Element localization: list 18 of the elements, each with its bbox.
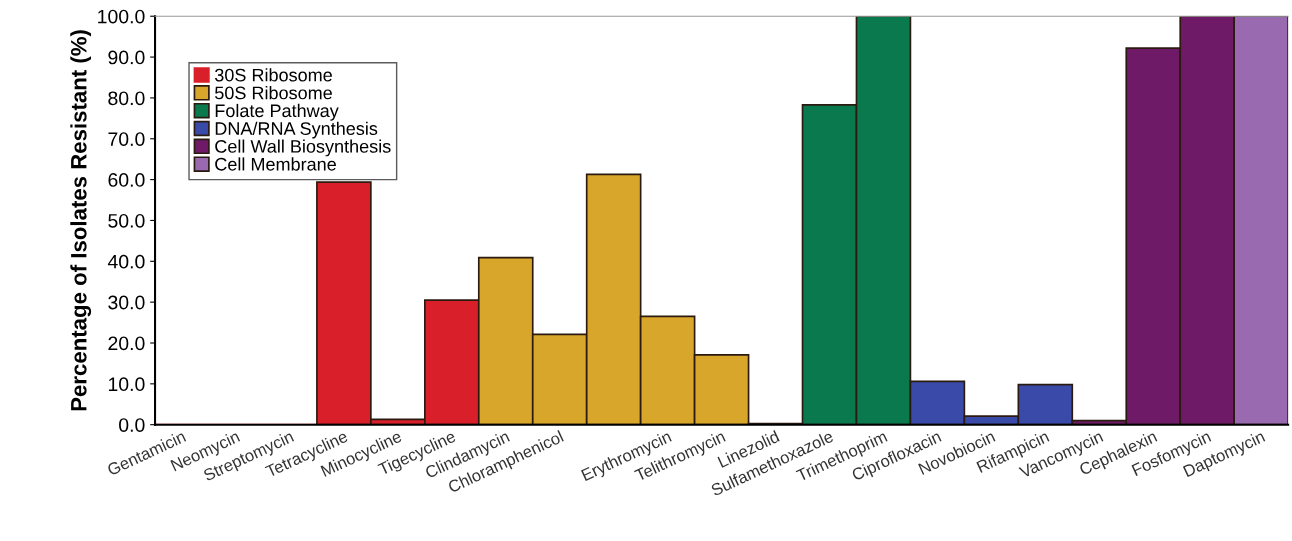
legend-label: 50S Ribosome bbox=[215, 86, 332, 100]
y-tick-label: 20.0 bbox=[108, 336, 145, 351]
y-tick-label: 100.0 bbox=[98, 9, 145, 24]
legend-label: 30S Ribosome bbox=[215, 68, 332, 82]
y-tick-label: 60.0 bbox=[108, 173, 145, 187]
y-tick-label: 50.0 bbox=[108, 213, 145, 228]
y-tick-label: 10.0 bbox=[108, 377, 145, 392]
y-tick-label: 30.0 bbox=[108, 295, 145, 310]
y-tick-label: 0.0 bbox=[119, 418, 145, 432]
y-axis-title: Percentage of Isolates Resistant (%) bbox=[70, 30, 92, 411]
legend-label: Folate Pathway bbox=[215, 103, 339, 121]
legend-label: DNA/RNA Synthesis bbox=[215, 121, 378, 139]
y-tick-label: 80.0 bbox=[108, 91, 145, 106]
y-tick-label: 90.0 bbox=[108, 50, 145, 65]
legend-label: Cell Membrane bbox=[215, 157, 336, 171]
y-tick-label: 70.0 bbox=[108, 132, 145, 146]
legend-label: Cell Wall Biosynthesis bbox=[215, 139, 391, 157]
y-tick-label: 40.0 bbox=[107, 254, 145, 269]
